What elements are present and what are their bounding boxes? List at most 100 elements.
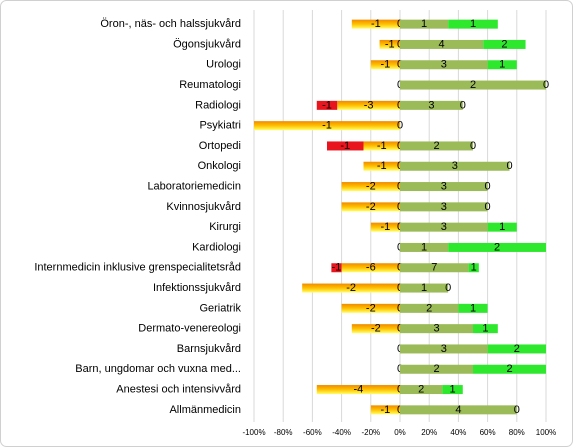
value-label: 2 — [426, 302, 432, 314]
value-label: 2 — [506, 363, 512, 375]
bar-segment — [448, 19, 498, 29]
y-tick-label: Radiologi — [195, 99, 241, 111]
value-label: 3 — [441, 343, 447, 355]
value-label: 2 — [494, 241, 500, 253]
value-label: -2 — [366, 201, 376, 213]
bar-segment — [400, 141, 473, 151]
value-label: -1 — [371, 18, 381, 30]
value-label: -3 — [364, 99, 374, 111]
y-tick-label: Anestesi och intensivvård — [116, 383, 241, 395]
y-tick-label: Ortopedi — [199, 140, 241, 152]
value-label: 0 — [470, 140, 476, 152]
bar-segment — [341, 182, 400, 192]
bar-segment — [442, 385, 463, 395]
bar-segment — [400, 80, 546, 90]
value-label: 1 — [421, 282, 427, 294]
value-label: 1 — [449, 383, 455, 395]
bar-segment — [341, 303, 400, 313]
bar-segment — [400, 100, 463, 110]
value-label: 4 — [439, 38, 445, 50]
bar-segment — [316, 385, 400, 395]
value-label: -4 — [353, 383, 363, 395]
value-label: -2 — [371, 323, 381, 335]
bar-segment — [487, 60, 517, 70]
x-tick-label: -40% — [332, 428, 351, 437]
x-tick-label: 40% — [450, 428, 466, 437]
value-label: 0 — [485, 180, 491, 192]
value-label: -1 — [377, 160, 387, 172]
bar-segment — [448, 242, 546, 252]
bar-segment — [363, 161, 400, 171]
x-tick-label: 60% — [480, 428, 496, 437]
x-tick-label: -100% — [242, 428, 265, 437]
value-label: 4 — [455, 404, 461, 416]
bar-segment — [458, 303, 488, 313]
y-tick-label: Kirurgi — [209, 221, 241, 233]
bar-segment — [302, 283, 400, 293]
bar-segment — [473, 364, 546, 374]
value-label: 3 — [441, 201, 447, 213]
value-label: 2 — [501, 38, 507, 50]
value-label: 0 — [485, 201, 491, 213]
x-tick-label: -80% — [274, 428, 293, 437]
value-label: -6 — [366, 262, 376, 274]
bar-segment — [400, 202, 488, 212]
y-tick-label: Geriatrik — [199, 302, 241, 314]
bar-segment — [400, 161, 510, 171]
value-label: 1 — [482, 323, 488, 335]
value-label: -2 — [346, 282, 356, 294]
bar-segment — [483, 39, 526, 49]
x-tick-label: 80% — [509, 428, 525, 437]
value-label: 3 — [441, 59, 447, 71]
bar-segment — [400, 303, 459, 313]
bar-segment — [400, 60, 488, 70]
bar-segment — [370, 405, 400, 415]
value-label: -1 — [381, 404, 391, 416]
bar-segment — [473, 324, 498, 334]
y-tick-label: Infektionssjukvård — [153, 282, 241, 294]
bar-segment — [331, 263, 342, 273]
x-tick-label: 20% — [421, 428, 437, 437]
value-label: 0 — [397, 120, 403, 132]
value-label: -1 — [322, 120, 332, 132]
value-label: 3 — [433, 323, 439, 335]
y-tick-label: Barnsjukvård — [177, 343, 241, 355]
value-label: 0 — [460, 99, 466, 111]
y-tick-label: Internmedicin inklusive grenspecialitets… — [34, 262, 241, 274]
bar-segment — [351, 19, 400, 29]
value-label: 0 — [514, 404, 520, 416]
y-tick-label: Öron-, näs- och halssjukvård — [100, 18, 241, 30]
value-label: 2 — [418, 383, 424, 395]
value-label: -1 — [322, 99, 332, 111]
bar-segment — [363, 141, 400, 151]
value-label: -1 — [381, 221, 391, 233]
bar-segment — [487, 344, 546, 354]
y-tick-label: Reumatologi — [179, 79, 241, 91]
value-label: 0 — [445, 282, 451, 294]
value-label: -1 — [381, 59, 391, 71]
value-label: -1 — [340, 140, 350, 152]
bar-segment — [370, 60, 400, 70]
y-tick-label: Dermato-venereologi — [138, 323, 241, 335]
value-label: 0 — [543, 79, 549, 91]
bar-segment — [400, 242, 449, 252]
bar-segment — [400, 222, 488, 232]
bar-segment — [327, 141, 364, 151]
bar-segment — [379, 39, 400, 49]
bar-segment — [400, 39, 484, 49]
value-label: 3 — [428, 99, 434, 111]
bar-segment — [341, 202, 400, 212]
value-label: -2 — [366, 180, 376, 192]
bar-segment — [400, 385, 443, 395]
y-tick-label: Barn, ungdomar och vuxna med... — [75, 363, 241, 375]
x-tick-label: -20% — [361, 428, 380, 437]
y-tick-label: Kvinnosjukvård — [166, 201, 241, 213]
value-label: 2 — [433, 140, 439, 152]
x-tick-label: 100% — [536, 428, 556, 437]
value-label: 1 — [499, 59, 505, 71]
y-tick-label: Laboratoriemedicin — [147, 180, 241, 192]
bar-segment — [400, 405, 517, 415]
bar-segment — [341, 263, 400, 273]
value-label: 7 — [431, 262, 437, 274]
